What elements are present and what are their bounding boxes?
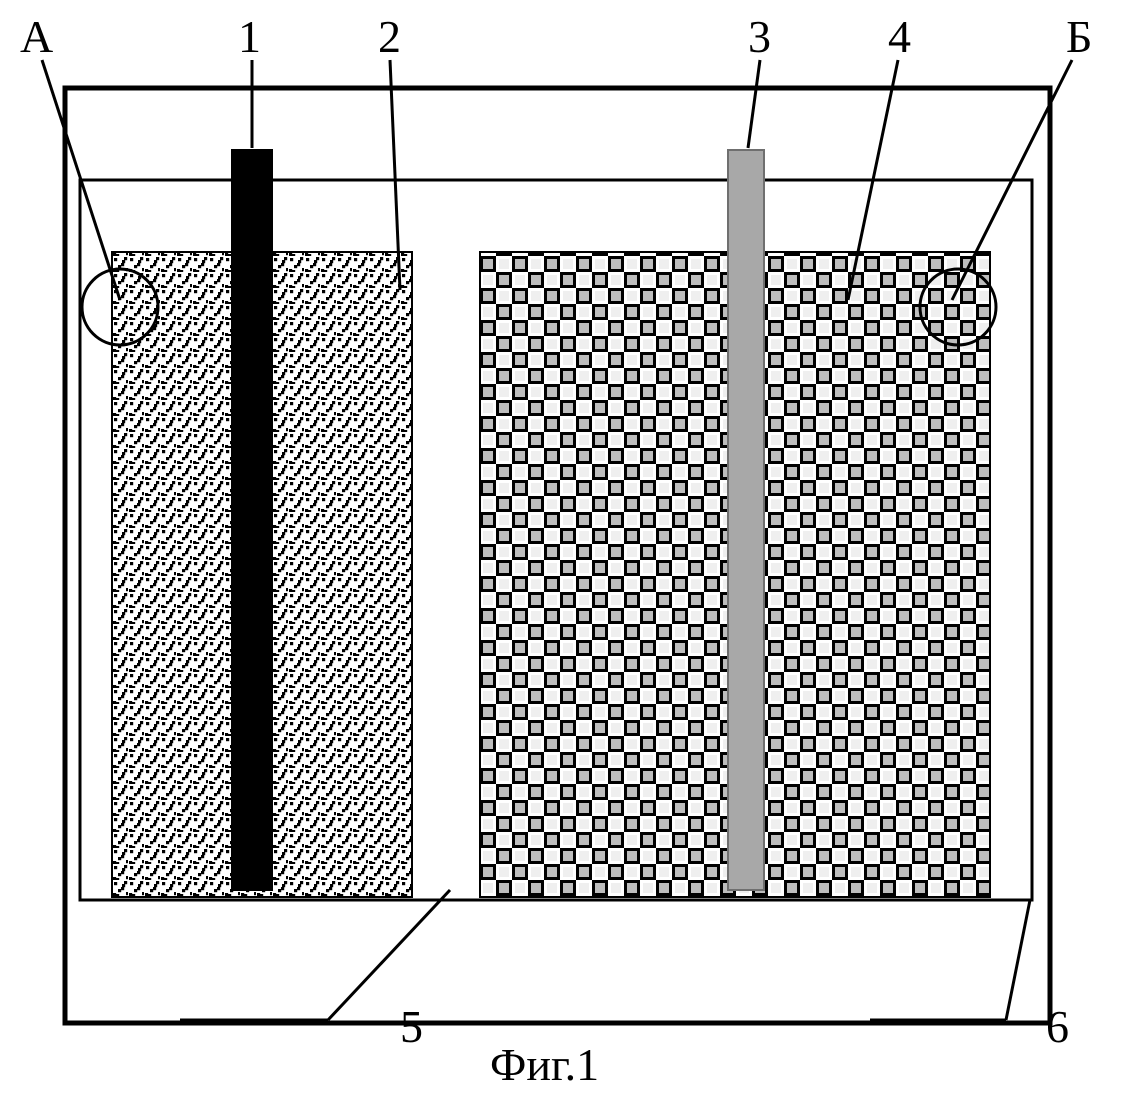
label-1: 1 <box>238 10 261 63</box>
left-rod-1 <box>232 150 272 890</box>
label-A: А <box>20 10 53 63</box>
label-6: 6 <box>1046 1000 1069 1053</box>
label-4: 4 <box>888 10 911 63</box>
figure-svg <box>0 0 1124 1100</box>
label-3: 3 <box>748 10 771 63</box>
label-2: 2 <box>378 10 401 63</box>
figure-caption: Фиг.1 <box>490 1038 599 1091</box>
figure-root <box>0 0 1124 1100</box>
label-5: 5 <box>400 1000 423 1053</box>
label-B: Б <box>1066 10 1092 63</box>
right-rod-3 <box>728 150 764 890</box>
